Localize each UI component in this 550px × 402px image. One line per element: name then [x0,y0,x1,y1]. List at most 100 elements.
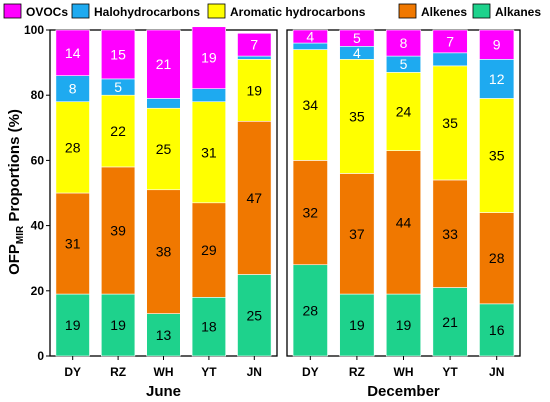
legend-swatch-ovocs [3,3,22,19]
legend-swatch-halohydrocarbons [71,3,90,19]
data-label: 31 [65,236,81,252]
bar-segment-alkenes [55,192,90,295]
data-label: 31 [201,144,217,160]
data-label: 19 [110,317,126,333]
bar-segment-alkenes [479,212,515,305]
legend-label-alkenes: Alkenes [421,5,467,19]
data-label: 5 [353,30,361,46]
data-label: 44 [396,214,412,230]
bar-segment-halohydrocarbons [191,88,226,103]
data-label: 21 [442,314,458,330]
data-label: 28 [303,302,319,318]
bar-segment-alkenes [385,150,422,295]
data-label: 21 [156,56,172,72]
data-label: 35 [349,108,365,124]
data-label: 15 [110,46,126,62]
panel-june: 19 31 28 8 14 DY 19 39 22 5 15 RZ 13 38 25 21 WH 18 29 31 19… [49,26,278,400]
data-label: 8 [69,81,77,97]
data-label: 14 [65,45,81,61]
data-label: 7 [250,37,258,53]
data-label: 39 [110,222,126,238]
legend-swatch-alkenes [398,3,417,19]
data-label: 25 [247,307,263,323]
bar-segment-alkenes [146,189,181,314]
data-label: 25 [156,141,172,157]
data-label: 38 [156,244,172,260]
bar-segment-halohydrocarbons [146,98,181,109]
legend: OVOCs Halohydrocarbons Aromatic hydrocarbo… [3,3,541,19]
data-label: 9 [493,37,501,53]
x-tick-label: WH [154,365,174,379]
bar-segment-ovocs [55,29,90,76]
data-label: 19 [396,317,412,333]
bar-segment-aromatic-hydrocarbons [292,49,328,161]
x-tick-label: YT [442,365,458,379]
data-label: 18 [201,319,217,335]
panel-title: December [367,383,440,400]
data-label: 19 [247,82,263,98]
panel-december: 2832344DY19373545RZ19442458WH2133357YT16… [286,29,521,400]
panel-title: June [146,383,181,400]
data-label: 47 [247,190,263,206]
data-label: 28 [489,250,505,266]
y-tick-label: 80 [31,88,45,102]
x-tick-label: YT [201,365,217,379]
y-tick-label: 40 [31,219,45,233]
x-tick-label: RZ [110,365,126,379]
bar-segment-aromatic-hydrocarbons [101,94,136,168]
data-label: 7 [446,33,454,49]
bar-segment-alkenes [339,173,375,295]
bar-segment-ovocs [101,29,136,80]
data-label: 16 [489,322,505,338]
bar-segment-aromatic-hydrocarbons [339,59,375,174]
data-label: 33 [442,226,458,242]
data-label: 5 [400,56,408,72]
legend-label-aromatic-hydrocarbons: Aromatic hydrocarbons [230,5,366,19]
bar-segment-alkanes [101,293,136,357]
bar-segment-ovocs [146,29,181,99]
y-axis-title: OFPMIR Proportions (%) [6,109,26,275]
x-tick-label: DY [64,365,81,379]
bar-segment-alkenes [191,202,226,298]
bar-segment-alkenes [101,166,136,295]
data-label: 35 [442,115,458,131]
x-tick-label: JN [489,365,504,379]
data-label: 29 [201,242,217,258]
bar-segment-alkenes [237,120,272,275]
data-label: 12 [489,71,505,87]
y-tick-label: 100 [24,23,44,37]
data-label: 19 [65,317,81,333]
bar-segment-alkanes [191,297,226,357]
x-tick-label: DY [302,365,319,379]
data-label: 34 [303,97,319,113]
bar-segment-alkanes [432,287,468,357]
bar-segment-halohydrocarbons [479,59,515,99]
bar-segment-aromatic-hydrocarbons [191,101,226,204]
y-tick-label: 60 [31,153,45,167]
bar-segment-ovocs [385,29,422,57]
bar-segment-aromatic-hydrocarbons [146,107,181,191]
y-tick-label: 20 [31,284,45,298]
data-label: 5 [114,79,122,95]
legend-label-alkanes: Alkanes [495,5,541,19]
data-label: 37 [349,226,365,242]
legend-label-ovocs: OVOCs [26,5,68,19]
data-label: 19 [201,50,217,66]
data-label: 4 [306,29,314,45]
bar-segment-ovocs [479,29,515,60]
y-tick-label: 0 [37,349,44,363]
legend-swatch-alkanes [472,3,491,19]
data-label: 24 [396,104,412,120]
bar-segment-aromatic-hydrocarbons [55,101,90,194]
bar-segment-alkanes [385,293,422,357]
data-label: 19 [349,317,365,333]
x-tick-label: WH [394,365,414,379]
legend-swatch-aromatic-hydrocarbons [207,3,226,19]
bar-segment-aromatic-hydrocarbons [432,65,468,181]
data-label: 22 [110,123,126,139]
x-tick-label: RZ [349,365,365,379]
bar-segment-halohydrocarbons [55,75,90,103]
data-label: 28 [65,139,81,155]
data-label: 4 [353,45,361,61]
